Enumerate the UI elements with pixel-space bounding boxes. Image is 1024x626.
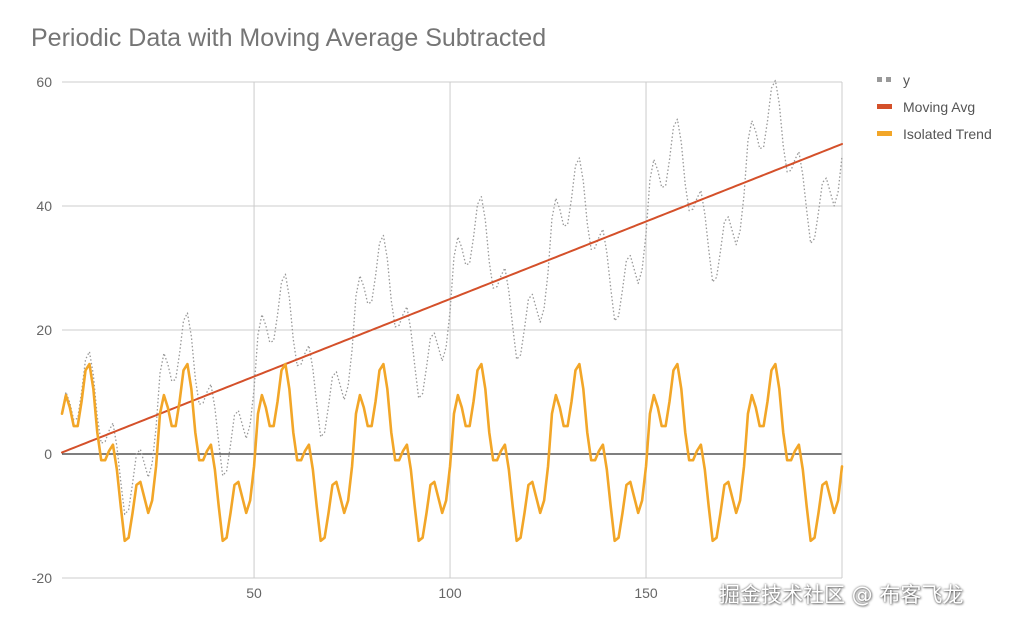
- y-tick-label: 40: [36, 198, 52, 214]
- legend-swatch-y: [886, 77, 891, 82]
- legend-label-moving-avg: Moving Avg: [903, 99, 975, 115]
- y-tick-label: 0: [44, 446, 52, 462]
- x-tick-label: 50: [246, 585, 262, 601]
- x-tick-label: 150: [634, 585, 658, 601]
- y-tick-label: 60: [36, 74, 52, 90]
- y-tick-label: -20: [32, 570, 52, 586]
- series-line-isolated-trend: [60, 362, 844, 543]
- legend-label-y: y: [903, 72, 910, 88]
- legend-label-isolated-trend: Isolated Trend: [903, 126, 992, 142]
- chart-title: Periodic Data with Moving Average Subtra…: [31, 24, 547, 52]
- legend-swatch-isolated-trend: [877, 131, 892, 136]
- watermark-text: 掘金技术社区 @ 布客飞龙: [719, 583, 964, 607]
- series-line-y: [61, 79, 843, 516]
- y-tick-label: 20: [36, 322, 52, 338]
- legend-swatch-y: [877, 77, 882, 82]
- legend-swatch-moving-avg: [877, 104, 892, 109]
- x-tick-label: 100: [438, 585, 462, 601]
